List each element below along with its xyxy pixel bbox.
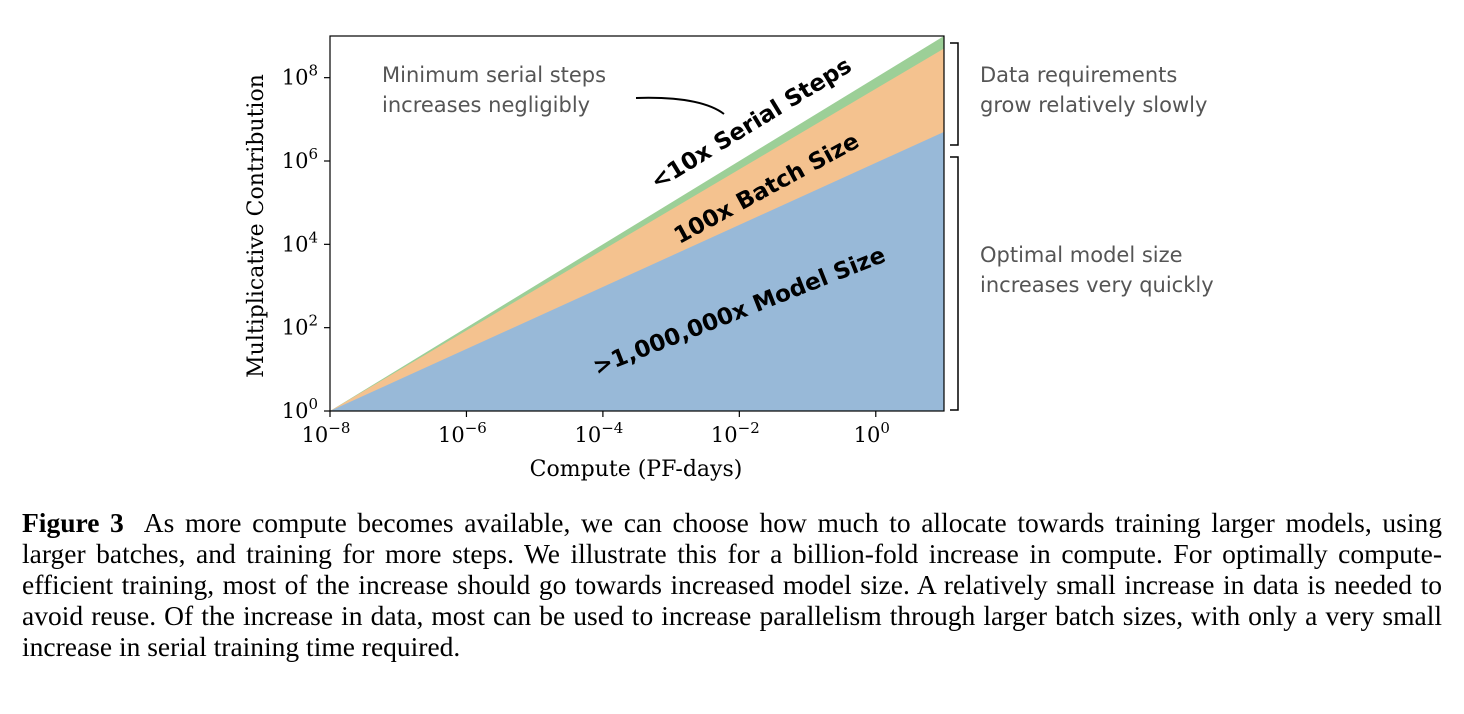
y-tick-label: 108 xyxy=(282,62,318,90)
annotation-arrow xyxy=(635,96,725,115)
data-note-line-2: grow relatively slowly xyxy=(980,93,1207,117)
x-tick-label: 10−4 xyxy=(574,419,623,447)
model-note-line-2: increases very quickly xyxy=(980,273,1214,297)
serial-note-line-1: Minimum serial steps xyxy=(382,63,606,87)
y-tick-label: 104 xyxy=(282,228,318,256)
data-bracket xyxy=(950,42,959,146)
y-axis-label: Multiplicative Contribution xyxy=(244,74,269,378)
plot-frame xyxy=(329,35,945,412)
model-note-line-1: Optimal model size xyxy=(980,243,1183,267)
x-tick-label: 100 xyxy=(854,419,890,447)
y-tick-label: 102 xyxy=(282,312,318,340)
data-note-line-1: Data requirements xyxy=(980,63,1177,87)
x-tick-label: 10−2 xyxy=(711,419,760,447)
x-tick-label: 10−6 xyxy=(438,419,487,447)
x-axis-label: Compute (PF-days) xyxy=(530,457,743,482)
x-tick-label: 10−8 xyxy=(302,419,351,447)
y-axis-ticks: 100 102 104 106 108 xyxy=(282,62,330,423)
model-annotation: Optimal model size increases very quickl… xyxy=(980,243,1214,297)
caption-text: As more compute becomes available, we ca… xyxy=(22,507,1442,662)
figure-caption: Figure 3 As more compute becomes availabl… xyxy=(22,507,1442,662)
serial-steps-annotation: Minimum serial steps increases negligibl… xyxy=(382,63,725,117)
model-bracket xyxy=(950,156,959,411)
area-1 xyxy=(330,131,944,411)
y-tick-label: 100 xyxy=(282,395,318,423)
caption-label: Figure 3 xyxy=(22,507,124,538)
x-axis-ticks: 10−8 10−6 10−4 10−2 100 xyxy=(302,411,890,447)
data-annotation: Data requirements grow relatively slowly xyxy=(980,63,1207,117)
serial-note-line-2: increases negligibly xyxy=(382,93,590,117)
y-tick-label: 106 xyxy=(282,145,318,173)
chart-areas xyxy=(330,36,944,412)
chart: 10−8 10−6 10−4 10−2 100 100 102 104 106 108 Comp… xyxy=(244,35,1214,482)
